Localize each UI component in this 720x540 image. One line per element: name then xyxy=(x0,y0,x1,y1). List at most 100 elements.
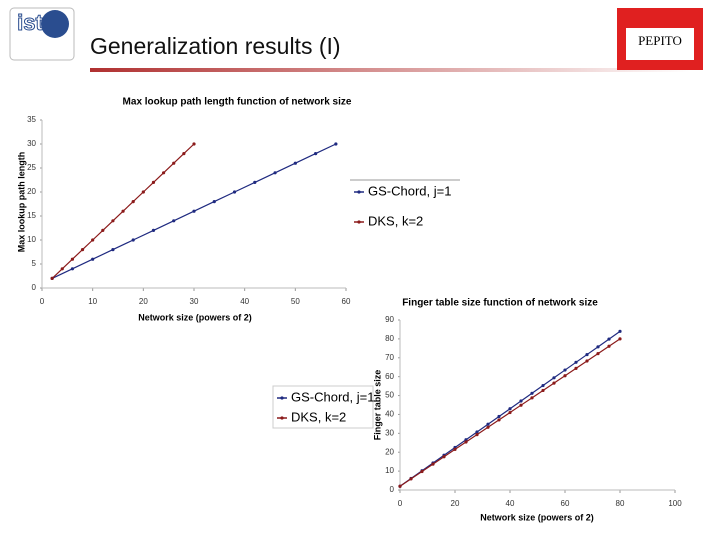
x-tick-label: 20 xyxy=(139,297,148,306)
legend-marker xyxy=(280,416,284,420)
data-point xyxy=(192,142,196,146)
data-point xyxy=(60,267,64,271)
data-point xyxy=(486,422,490,426)
x-tick-label: 60 xyxy=(561,499,570,508)
x-tick-label: 0 xyxy=(40,297,45,306)
y-tick-label: 5 xyxy=(32,259,37,268)
data-point xyxy=(91,257,95,261)
data-point xyxy=(442,455,446,459)
x-tick-label: 50 xyxy=(291,297,300,306)
chart-title: Max lookup path length function of netwo… xyxy=(123,97,352,108)
data-point xyxy=(486,425,490,429)
data-point xyxy=(334,142,338,146)
data-point xyxy=(585,352,589,357)
data-point xyxy=(541,383,545,388)
data-point xyxy=(541,388,545,393)
data-point xyxy=(172,219,176,223)
y-tick-label: 90 xyxy=(385,315,394,324)
y-tick-label: 30 xyxy=(27,139,36,148)
x-tick-label: 100 xyxy=(668,499,682,508)
data-point xyxy=(563,368,567,372)
x-tick-label: 40 xyxy=(506,499,515,508)
data-point xyxy=(409,477,413,481)
data-point xyxy=(101,228,105,232)
data-point xyxy=(151,180,156,184)
data-point xyxy=(618,329,622,333)
data-point xyxy=(80,248,85,252)
x-tick-label: 20 xyxy=(451,499,460,508)
x-tick-label: 0 xyxy=(398,499,403,508)
data-point xyxy=(497,414,501,419)
data-point xyxy=(508,410,512,415)
y-tick-label: 40 xyxy=(385,410,394,419)
data-point xyxy=(131,200,135,204)
y-tick-label: 20 xyxy=(385,447,394,456)
data-point xyxy=(182,152,186,156)
data-point xyxy=(574,360,578,364)
logo-text: ist xyxy=(17,10,43,35)
data-point xyxy=(398,484,402,488)
data-point xyxy=(162,171,166,175)
data-point xyxy=(131,238,135,242)
legend-marker xyxy=(357,190,361,194)
y-tick-label: 15 xyxy=(27,211,36,220)
legend-box xyxy=(350,180,460,232)
legend-label: GS-Chord, j=1 xyxy=(291,389,374,404)
brand-text: PEPITO xyxy=(638,33,682,48)
data-point xyxy=(497,418,501,422)
data-point xyxy=(232,190,237,194)
legend-box xyxy=(272,385,374,429)
data-point xyxy=(70,267,74,271)
y-tick-label: 10 xyxy=(27,235,36,244)
data-point xyxy=(453,447,457,451)
y-tick-label: 35 xyxy=(27,115,36,124)
data-point xyxy=(464,438,468,442)
data-point xyxy=(508,407,512,411)
chart-title: Finger table size function of network si… xyxy=(402,298,598,309)
y-tick-label: 60 xyxy=(385,372,394,381)
data-point xyxy=(552,376,556,380)
y-tick-label: 80 xyxy=(385,334,394,343)
x-tick-label: 40 xyxy=(240,297,249,306)
data-point xyxy=(253,180,257,184)
data-point xyxy=(607,337,611,341)
data-point xyxy=(530,396,534,400)
y-tick-label: 70 xyxy=(385,353,394,362)
data-point xyxy=(293,161,297,165)
data-point xyxy=(431,462,435,466)
data-point xyxy=(273,171,277,175)
legend-marker xyxy=(357,220,361,224)
x-tick-label: 10 xyxy=(88,297,97,306)
data-point xyxy=(141,190,145,194)
data-point xyxy=(70,257,74,261)
data-point xyxy=(618,337,622,341)
legend-label: DKS, k=2 xyxy=(368,213,423,228)
data-point xyxy=(111,219,115,223)
data-point xyxy=(91,238,95,242)
data-point xyxy=(519,403,523,407)
data-point xyxy=(151,228,156,232)
data-point xyxy=(530,391,534,395)
y-axis-label: Max lookup path length xyxy=(16,152,26,253)
data-point xyxy=(607,344,611,348)
x-tick-label: 30 xyxy=(190,297,199,306)
data-point xyxy=(585,359,589,363)
data-point xyxy=(172,161,176,165)
legend-marker xyxy=(280,396,284,400)
data-point xyxy=(475,433,479,437)
data-point xyxy=(464,440,468,444)
y-tick-label: 25 xyxy=(27,163,36,172)
data-point xyxy=(563,374,567,378)
data-point xyxy=(574,366,578,370)
y-tick-label: 0 xyxy=(32,283,37,292)
x-axis-label: Network size (powers of 2) xyxy=(138,312,252,322)
data-point xyxy=(420,469,424,474)
data-point xyxy=(314,152,318,156)
legend-label: DKS, k=2 xyxy=(291,409,346,424)
data-point xyxy=(596,345,600,349)
y-tick-label: 50 xyxy=(385,391,394,400)
x-tick-label: 60 xyxy=(342,297,351,306)
data-point xyxy=(192,209,196,213)
